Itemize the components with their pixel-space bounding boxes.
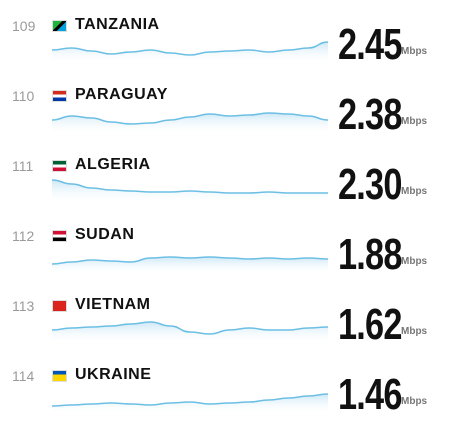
ranking-row: 112 SUDAN 1.88 Mbps bbox=[0, 220, 453, 290]
country-name: TANZANIA bbox=[75, 16, 160, 33]
speed-unit: Mbps bbox=[401, 326, 428, 337]
sparkline bbox=[52, 112, 328, 134]
flag-icon bbox=[52, 230, 67, 242]
speed-value: 1.88 bbox=[338, 230, 402, 279]
ranking-row: 109 TANZANIA 2.45 Mbps bbox=[0, 10, 453, 80]
ranking-row: 111 ALGERIA 2.30 Mbps bbox=[0, 150, 453, 220]
country-name: SUDAN bbox=[75, 226, 135, 243]
sparkline-line bbox=[52, 256, 328, 265]
speed-value: 2.30 bbox=[338, 160, 402, 209]
flag-icon bbox=[52, 90, 67, 102]
ranking-row: 114 UKRAINE 1.46 Mbps bbox=[0, 360, 453, 430]
ranking-row: 113 VIETNAM 1.62 Mbps bbox=[0, 290, 453, 360]
sparkline-area bbox=[52, 322, 328, 344]
speed-value: 1.46 bbox=[338, 370, 402, 419]
sparkline bbox=[52, 393, 328, 414]
country-name: ALGERIA bbox=[75, 156, 151, 173]
sparkline bbox=[52, 321, 328, 344]
country-name: UKRAINE bbox=[75, 366, 152, 383]
rank: 111 bbox=[12, 158, 34, 174]
speed-unit: Mbps bbox=[401, 186, 428, 197]
speed-value: 2.45 bbox=[338, 20, 402, 69]
sparkline bbox=[52, 179, 328, 204]
sparkline-line bbox=[52, 41, 328, 56]
sparkline-line bbox=[52, 393, 328, 407]
speed-unit: Mbps bbox=[401, 256, 428, 267]
sparkline-area bbox=[52, 180, 328, 204]
country-name: VIETNAM bbox=[75, 296, 151, 313]
sparkline-area bbox=[52, 257, 328, 274]
rank: 109 bbox=[12, 18, 36, 34]
rank: 113 bbox=[12, 298, 35, 314]
sparkline-area bbox=[52, 113, 328, 134]
speed-value: 1.62 bbox=[338, 300, 402, 349]
flag-icon bbox=[52, 20, 67, 32]
rank: 112 bbox=[12, 228, 35, 244]
ranking-list: 109 TANZANIA 2.45 Mbps 110 PARAGUAY 2.38 Mbps 11… bbox=[0, 10, 453, 419]
sparkline-line bbox=[52, 321, 328, 335]
rank: 110 bbox=[12, 88, 35, 104]
speed-value: 2.38 bbox=[338, 90, 402, 139]
speed-unit: Mbps bbox=[401, 116, 428, 127]
sparkline-line bbox=[52, 112, 328, 125]
ranking-row: 110 PARAGUAY 2.38 Mbps bbox=[0, 80, 453, 150]
flag-icon bbox=[52, 370, 67, 382]
speed-unit: Mbps bbox=[401, 396, 428, 407]
country-name: PARAGUAY bbox=[75, 86, 168, 103]
sparkline bbox=[52, 41, 328, 64]
sparkline-area bbox=[52, 42, 328, 64]
speed-unit: Mbps bbox=[401, 46, 428, 57]
flag-icon bbox=[52, 300, 67, 312]
flag-icon bbox=[52, 160, 67, 172]
rank: 114 bbox=[12, 368, 35, 384]
sparkline-line bbox=[52, 179, 328, 194]
sparkline bbox=[52, 256, 328, 274]
